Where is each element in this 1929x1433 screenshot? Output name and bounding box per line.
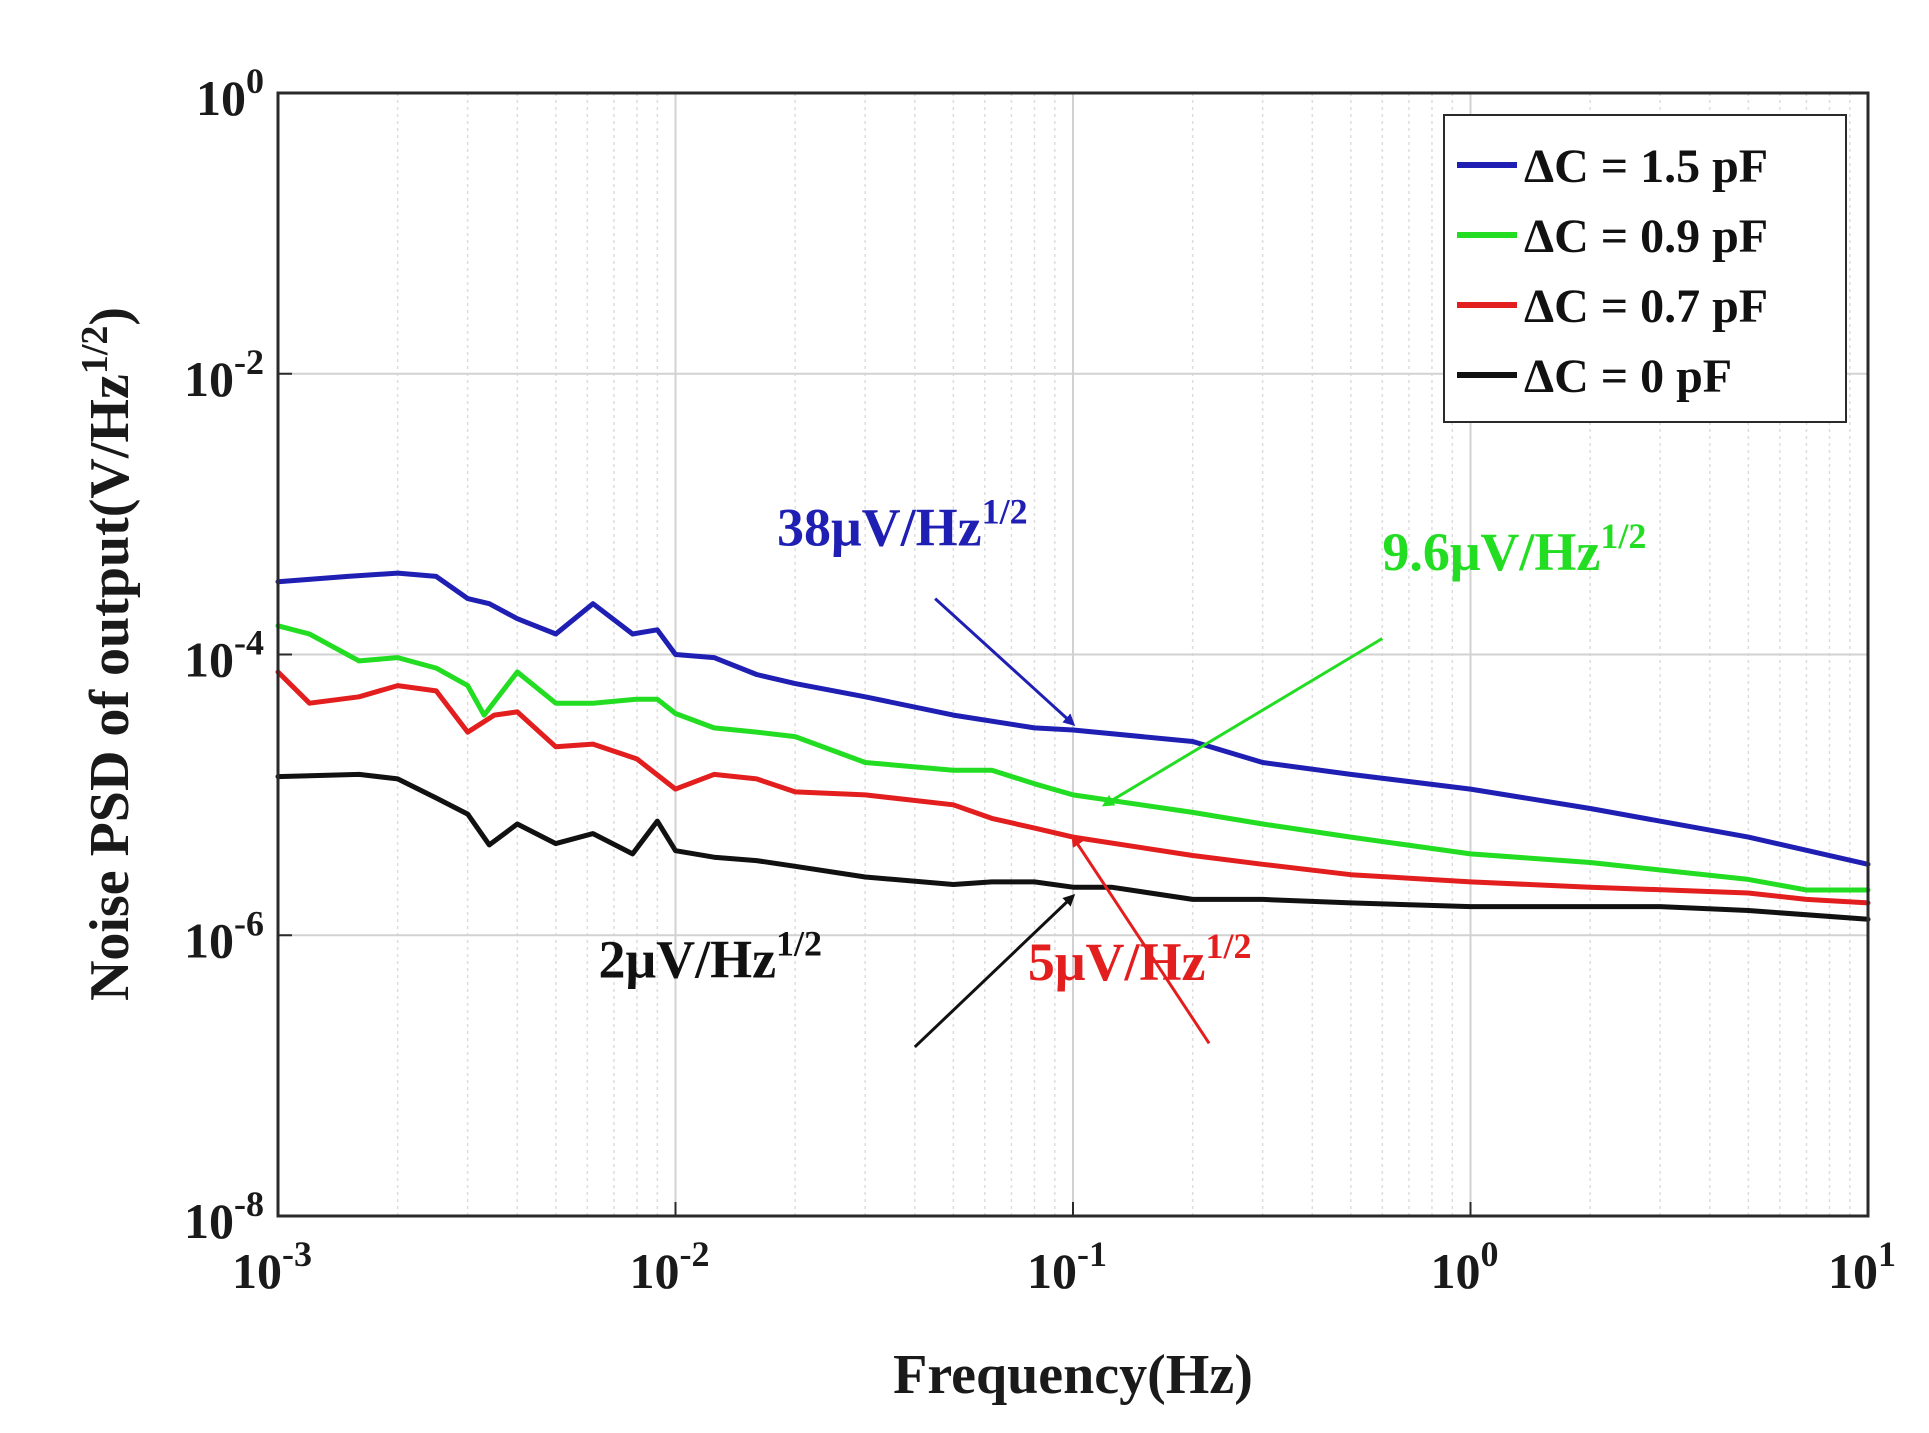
series-line-c-0-9-pf	[275, 623, 1871, 893]
y-tick-label: 10-8	[184, 1184, 264, 1249]
annotation-label-38-v-hz: 38μV/Hz1/2	[777, 491, 1028, 557]
x-tick-label: 10-1	[1027, 1234, 1107, 1299]
annotations: 38μV/Hz1/2 9.6μV/Hz1/2 2μV/Hz1/2 5μV/Hz1/2	[598, 491, 1646, 1049]
series-lines	[275, 570, 1871, 922]
x-tick-label: 101	[1828, 1234, 1896, 1299]
legend-label-0p9pf: ΔC = 0.9 pF	[1524, 210, 1768, 263]
annotation-arrow-9-6-v-hz	[1101, 637, 1384, 807]
annotation-label-9-6-v-hz: 9.6μV/Hz1/2	[1382, 516, 1646, 582]
annotation-arrow-2-v-hz	[913, 894, 1076, 1049]
y-tick-label: 10-6	[184, 903, 264, 968]
y-tick-label: 10-4	[184, 623, 264, 688]
y-axis-label: Noise PSD of output(V/Hz1/2)	[74, 307, 141, 1001]
annotation-label-5-v-hz: 5μV/Hz1/2	[1028, 926, 1252, 992]
legend-label-0p7pf: ΔC = 0.7 pF	[1524, 280, 1768, 333]
annotation-label-2-v-hz: 2μV/Hz1/2	[598, 924, 822, 990]
x-tick-label: 10-2	[630, 1234, 710, 1299]
x-tick-label: 100	[1431, 1234, 1499, 1299]
x-tick-label: 10-3	[232, 1234, 312, 1299]
annotation-arrow-5-v-hz	[1071, 834, 1211, 1045]
y-tick-label: 100	[196, 61, 264, 126]
legend: ΔC = 1.5 pF ΔC = 0.9 pF ΔC = 0.7 pF ΔC =…	[1443, 114, 1847, 423]
series-line-c-0-7-pf	[275, 669, 1871, 906]
y-axis-label-sup: 1/2	[74, 326, 116, 375]
legend-label-0pf: ΔC = 0 pF	[1524, 350, 1732, 403]
y-tick-label: 10-2	[184, 342, 264, 407]
x-axis-label: Frequency(Hz)	[893, 1344, 1253, 1406]
y-axis-label-end: )	[79, 307, 141, 326]
y-axis-label-base: Noise PSD of output(V/Hz	[79, 374, 141, 1001]
axis-ticks: 10-3 10-2 10-1 100 101 10-8 10-6 10-4 10-2 100	[184, 61, 1896, 1299]
series-line-c-0-pf	[275, 771, 1871, 922]
annotation-arrow-38-v-hz	[934, 597, 1076, 726]
series-line-c-1-5-pf	[275, 570, 1871, 867]
legend-label-1p5pf: ΔC = 1.5 pF	[1524, 140, 1768, 193]
